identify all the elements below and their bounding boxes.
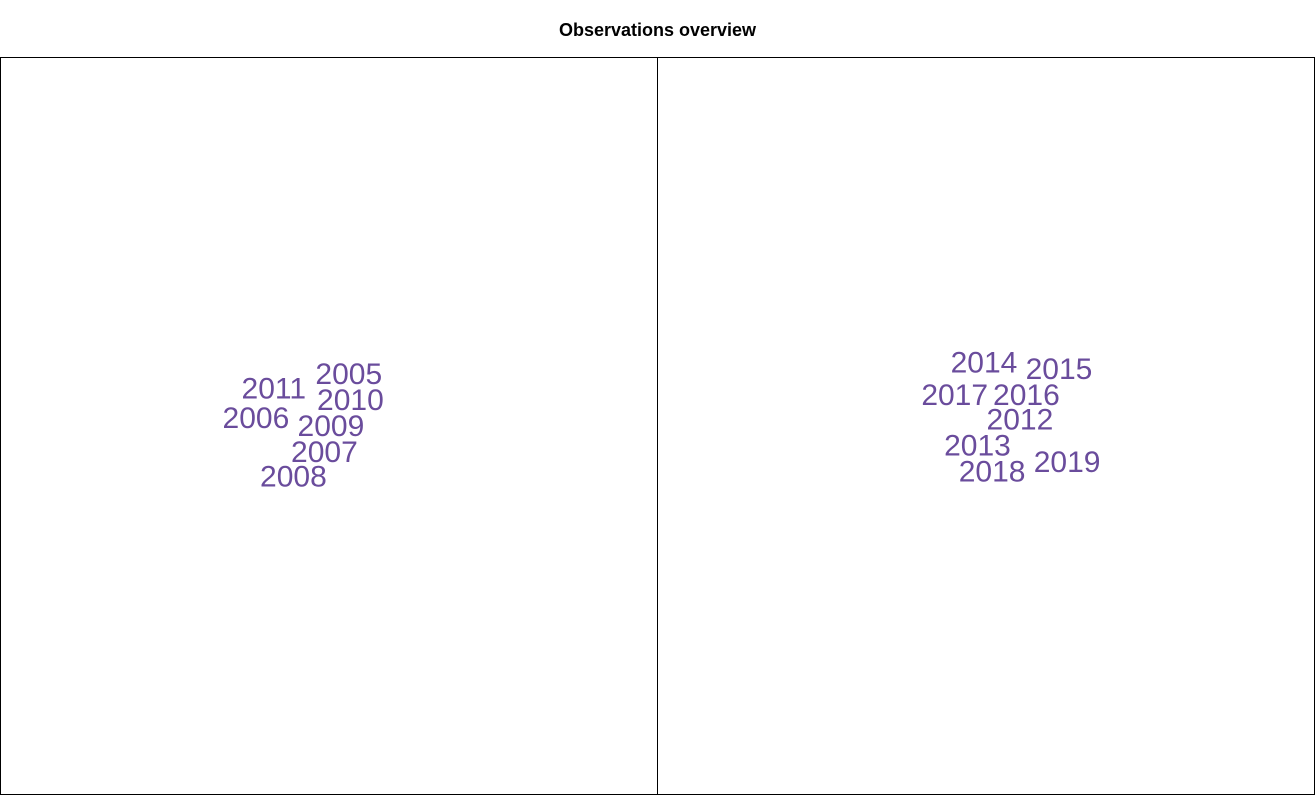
point-label: 2012: [987, 403, 1054, 436]
right-chart-panel: 2014 2015 2017 2016 2012 2013 2018 2019: [657, 57, 1315, 795]
point-label: 2018: [959, 456, 1026, 489]
point-label: 2014: [951, 346, 1018, 379]
point-label: 2013: [944, 430, 1011, 463]
point-label: 2010: [317, 384, 384, 417]
page-title: Observations overview: [558, 20, 757, 40]
point-label: 2019: [1034, 446, 1101, 479]
point-label: 2007: [291, 436, 358, 469]
point-label: 2005: [315, 358, 382, 391]
point-label: 2015: [1026, 353, 1093, 386]
point-label: 2016: [993, 379, 1060, 412]
left-chart-panel: 2005 2011 2010 2006 2009 2007 2008: [0, 57, 658, 795]
point-label: 2008: [260, 461, 327, 494]
point-label: 2017: [921, 379, 988, 412]
point-label: 2009: [298, 410, 365, 443]
point-label: 2006: [223, 402, 290, 435]
point-label: 2011: [242, 373, 307, 406]
